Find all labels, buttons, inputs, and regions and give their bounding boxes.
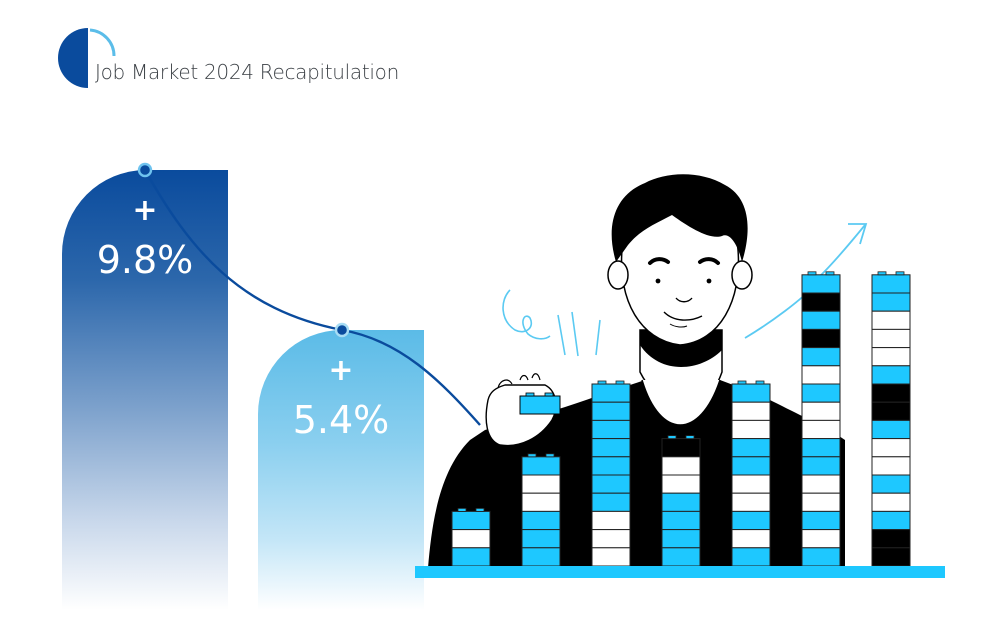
trend-point-1 xyxy=(137,162,153,178)
stat-1-value: 9.8% xyxy=(96,238,194,282)
stat-bar-1: + 9.8% xyxy=(62,170,228,610)
stat-2-value: 5.4% xyxy=(292,398,390,442)
trend-point-2 xyxy=(334,322,350,338)
logo-icon xyxy=(58,28,116,88)
held-brick xyxy=(519,395,561,415)
page-title: Job Market 2024 Recapitulation xyxy=(95,60,399,84)
stat-2-sign: + xyxy=(328,353,354,388)
person-hair xyxy=(611,174,748,262)
stat-1-sign: + xyxy=(132,193,158,228)
lego-stacks xyxy=(451,271,911,567)
stat-bar-2: + 5.4% xyxy=(258,330,424,610)
doodle-swirl xyxy=(502,289,551,340)
trend-curve xyxy=(143,169,481,426)
lego-base xyxy=(415,566,945,578)
